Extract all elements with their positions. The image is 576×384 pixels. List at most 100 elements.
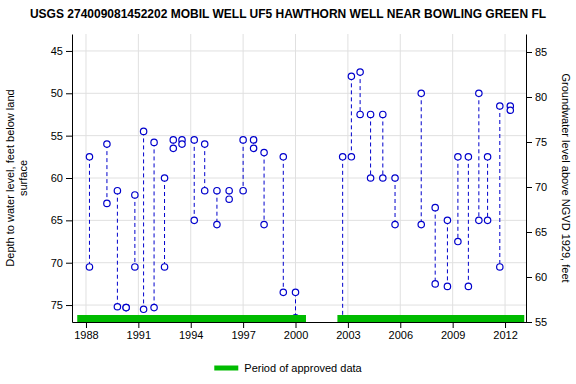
range-line bbox=[499, 106, 500, 267]
point-group bbox=[214, 188, 220, 228]
range-line bbox=[134, 195, 135, 267]
y-axis-tick: 45 bbox=[51, 45, 72, 57]
point bbox=[507, 107, 513, 113]
x-axis-tick-label: 2000 bbox=[284, 329, 308, 341]
y2-axis-line bbox=[526, 35, 527, 323]
grid bbox=[72, 34, 526, 322]
plot-area bbox=[77, 69, 524, 322]
y2-axis-tick: 65 bbox=[526, 226, 547, 238]
y-axis-tick: 60 bbox=[51, 172, 72, 184]
y-axis-tick: 55 bbox=[51, 130, 72, 142]
x-axis-tick-mark bbox=[400, 322, 401, 328]
point-group bbox=[104, 141, 110, 207]
point-group bbox=[86, 154, 92, 271]
point-group bbox=[465, 154, 471, 290]
x-axis-tick: 2009 bbox=[441, 322, 465, 341]
y2-axis-tick-label: 85 bbox=[535, 46, 547, 58]
point bbox=[114, 304, 120, 310]
point-group bbox=[161, 175, 167, 270]
point bbox=[240, 137, 246, 143]
point bbox=[497, 264, 503, 270]
x-axis-tick-label: 1991 bbox=[127, 329, 151, 341]
point-group bbox=[484, 154, 490, 224]
x-axis-tick-label: 2009 bbox=[441, 329, 465, 341]
y-grid-line bbox=[72, 262, 526, 263]
range-line bbox=[164, 178, 165, 267]
point-group bbox=[507, 103, 513, 114]
point bbox=[140, 306, 146, 312]
point-group bbox=[348, 73, 354, 160]
y2-axis-tick-label: 75 bbox=[535, 136, 547, 148]
point bbox=[261, 221, 267, 227]
x-axis-tick-label: 1997 bbox=[231, 329, 255, 341]
point-group bbox=[170, 137, 176, 152]
range-line bbox=[264, 153, 265, 225]
range-line bbox=[243, 140, 244, 191]
point bbox=[367, 111, 373, 117]
point bbox=[104, 200, 110, 206]
range-line bbox=[487, 157, 488, 221]
point bbox=[392, 175, 398, 181]
x-axis-tick-label: 1994 bbox=[179, 329, 203, 341]
range-line bbox=[360, 72, 361, 114]
y-axis-tick: 50 bbox=[51, 87, 72, 99]
point-group bbox=[250, 137, 256, 152]
point-group bbox=[123, 304, 129, 310]
y-grid-line bbox=[72, 135, 526, 136]
range-line bbox=[154, 142, 155, 307]
range-line bbox=[382, 114, 383, 178]
range-line bbox=[468, 157, 469, 287]
x-axis-tick: 2012 bbox=[493, 322, 517, 341]
range-line bbox=[457, 157, 458, 242]
y2-axis-tick-label: 70 bbox=[535, 181, 547, 193]
y2-axis-tick-mark bbox=[526, 232, 532, 233]
x-axis-tick-label: 2006 bbox=[389, 329, 413, 341]
x-axis-tick-mark bbox=[243, 322, 244, 328]
range-line bbox=[435, 208, 436, 284]
point-group bbox=[114, 188, 120, 310]
point bbox=[140, 128, 146, 134]
title: USGS 274009081452202 MOBIL WELL UF5 HAWT… bbox=[30, 7, 546, 21]
y-grid-line bbox=[72, 93, 526, 94]
point bbox=[123, 304, 129, 310]
range-line bbox=[194, 140, 195, 220]
y-axis: 45505560657075 bbox=[51, 35, 73, 323]
y-axis-label: Depth to water level, feet below landsur… bbox=[4, 89, 29, 266]
x-axis-tick-label: 1988 bbox=[74, 329, 98, 341]
point-group bbox=[202, 141, 208, 194]
point bbox=[380, 111, 386, 117]
y2-axis-tick-mark bbox=[526, 322, 532, 323]
y-axis-tick-mark bbox=[66, 263, 72, 264]
y2-axis-tick-label: 55 bbox=[535, 316, 547, 328]
y2-axis-tick: 55 bbox=[526, 316, 547, 328]
point bbox=[191, 217, 197, 223]
point bbox=[455, 238, 461, 244]
y2-axis-tick-label: 65 bbox=[535, 226, 547, 238]
x-axis-tick-mark bbox=[348, 322, 349, 328]
y-axis-tick-label: 65 bbox=[51, 214, 63, 226]
range-line bbox=[342, 157, 343, 320]
range-line bbox=[117, 191, 118, 307]
point bbox=[240, 188, 246, 194]
x-axis-tick-mark bbox=[138, 322, 139, 328]
x-axis-tick-label: 2003 bbox=[336, 329, 360, 341]
point-group bbox=[418, 90, 424, 228]
point bbox=[261, 149, 267, 155]
point bbox=[86, 154, 92, 160]
point bbox=[357, 69, 363, 75]
point bbox=[161, 264, 167, 270]
range-line bbox=[370, 114, 371, 178]
point bbox=[170, 137, 176, 143]
point bbox=[348, 154, 354, 160]
point bbox=[465, 283, 471, 289]
point bbox=[202, 188, 208, 194]
point bbox=[151, 139, 157, 145]
x-axis-tick-mark bbox=[86, 322, 87, 328]
point bbox=[214, 188, 220, 194]
point bbox=[191, 137, 197, 143]
y2-axis-tick: 85 bbox=[526, 46, 547, 58]
y-axis-tick-mark bbox=[66, 51, 72, 52]
y-axis-tick: 65 bbox=[51, 214, 72, 226]
x-axis-tick: 2003 bbox=[336, 322, 360, 341]
y-grid-line bbox=[72, 50, 526, 51]
